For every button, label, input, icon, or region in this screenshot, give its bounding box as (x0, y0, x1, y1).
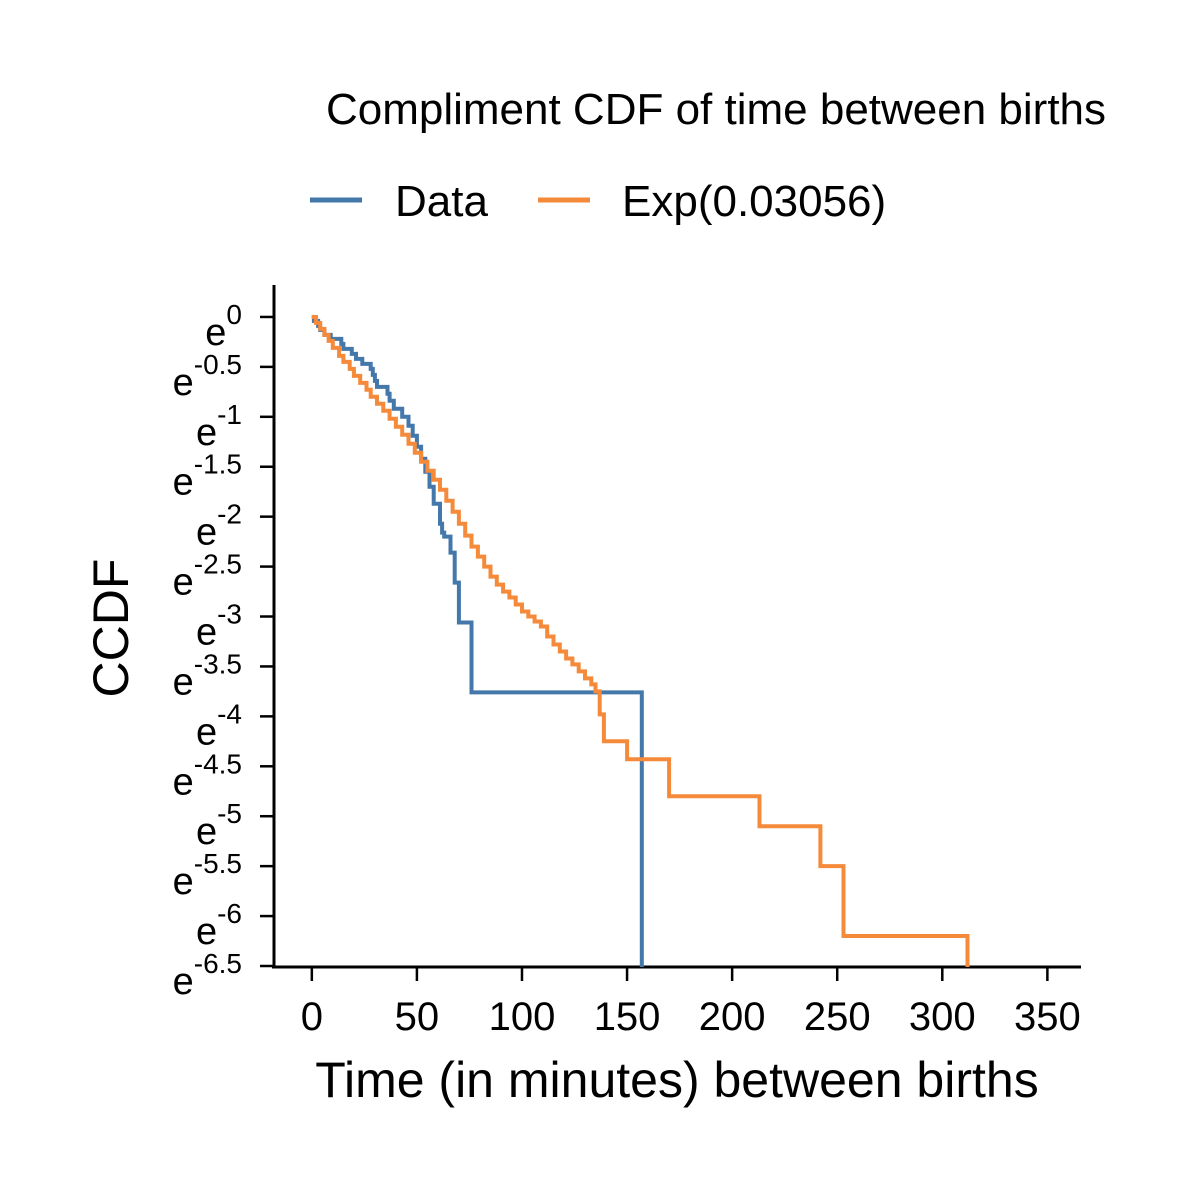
x-tick-label: 300 (909, 995, 976, 1039)
x-axis-label: Time (in minutes) between births (315, 1052, 1038, 1108)
x-tick-label: 150 (594, 995, 661, 1039)
y-tick-label: e-0.5 (173, 349, 242, 404)
x-tick-label: 100 (489, 995, 556, 1039)
y-tick-label: e-6 (196, 898, 242, 953)
y-tick-label: e-2 (196, 499, 242, 554)
y-tick-label: e-1.5 (173, 449, 242, 504)
x-tick-label: 0 (301, 995, 323, 1039)
x-tick-label: 350 (1014, 995, 1081, 1039)
x-tick-label: 200 (699, 995, 766, 1039)
y-axis-label: CCDF (83, 559, 139, 698)
y-tick-label: e-4.5 (173, 748, 242, 803)
chart-title: Compliment CDF of time between births (326, 85, 1106, 134)
x-tick-label: 50 (395, 995, 440, 1039)
legend-label-data: Data (395, 177, 488, 226)
x-tick-label: 250 (804, 995, 871, 1039)
x-ticks: 0 50 100 150 200 250 300 350 (301, 967, 1081, 1039)
y-tick-label: e-5.5 (173, 848, 242, 903)
series-layer (311, 315, 970, 967)
series-line-data (311, 315, 644, 967)
legend-label-exp: Exp(0.03056) (622, 177, 886, 226)
y-tick-label: e-3.5 (173, 648, 242, 703)
y-tick-label: e-3 (196, 599, 242, 654)
y-tick-label: e0 (205, 299, 242, 354)
y-tick-label: e-4 (196, 698, 242, 753)
y-tick-label: e-5 (196, 798, 242, 853)
y-ticks: e0e-0.5e-1e-1.5e-2e-2.5e-3e-3.5e-4e-4.5e… (173, 299, 274, 1003)
y-tick-label: e-6.5 (173, 948, 242, 1003)
y-tick-label: e-2.5 (173, 549, 242, 604)
y-tick-label: e-1 (196, 399, 242, 454)
legend: Data Exp(0.03056) (310, 177, 886, 226)
series-line-exp (311, 315, 970, 967)
